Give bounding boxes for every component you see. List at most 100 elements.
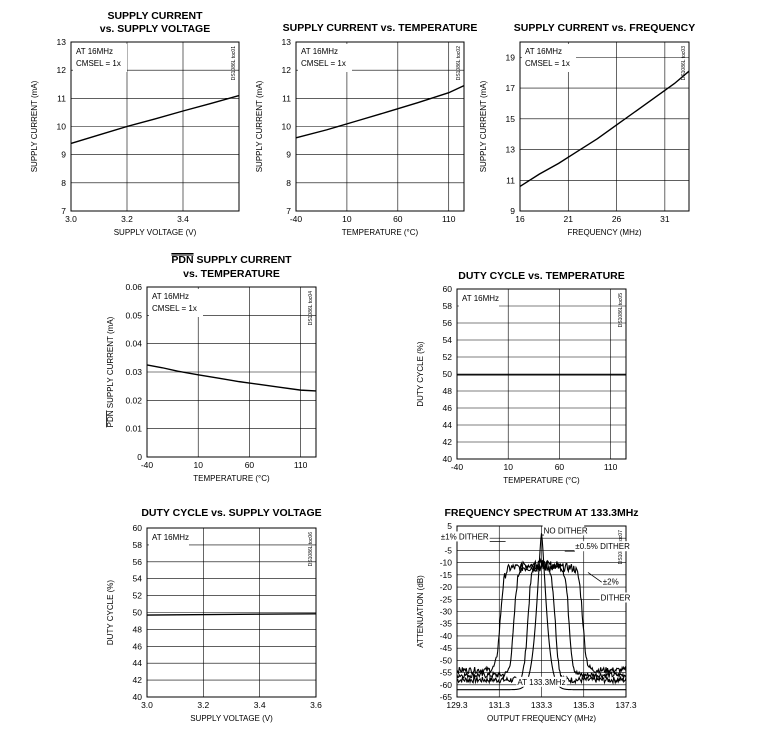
- y-tick-label: 44: [443, 420, 453, 430]
- x-axis-label: OUTPUT FREQUENCY (MHz): [487, 714, 596, 723]
- chart-title: vs. SUPPLY VOLTAGE: [100, 23, 210, 35]
- y-tick-label: 10: [57, 122, 67, 132]
- series-line: [295, 85, 465, 139]
- x-tick-label: 133.3: [531, 700, 553, 710]
- y-tick-label: 0.02: [125, 395, 142, 405]
- y-tick-label: -65: [440, 692, 453, 702]
- x-tick-label: 110: [294, 460, 308, 470]
- chart-title: SUPPLY CURRENT: [107, 10, 203, 22]
- y-tick-label: 11: [506, 175, 515, 185]
- chart-title: DUTY CYCLE vs. TEMPERATURE: [458, 270, 624, 282]
- chart-frequency-spectrum: FREQUENCY SPECTRUM AT 133.3MHz50-5-10-15…: [416, 507, 639, 723]
- y-tick-label: 0.01: [125, 424, 142, 434]
- y-tick-label: 12: [57, 65, 67, 75]
- y-axis-label: SUPPLY CURRENT (mA): [255, 80, 264, 172]
- y-axis-label: SUPPLY CURRENT (mA): [30, 80, 39, 172]
- series-line: [146, 613, 317, 616]
- x-tick-label: 3.0: [141, 700, 153, 710]
- y-tick-label: 13: [506, 145, 516, 155]
- x-tick-label: 60: [555, 462, 565, 472]
- chart-title: vs. TEMPERATURE: [183, 268, 280, 280]
- x-tick-label: 10: [193, 460, 203, 470]
- y-tick-label: 58: [443, 301, 453, 311]
- y-axis-label: ATTENUATION (dB): [416, 575, 425, 648]
- y-tick-label: 48: [443, 386, 453, 396]
- series-line: [70, 94, 240, 145]
- spectrum-annotation: ±2%: [603, 578, 619, 587]
- y-axis-label-text: SUPPLY CURRENT (mA): [30, 80, 39, 172]
- chart-code: DS1086L toc06: [308, 532, 314, 567]
- y-axis-label: DUTY CYCLE (%): [416, 341, 425, 407]
- chart-code: DS1086L toc01: [231, 46, 237, 81]
- plot-frame: [519, 41, 690, 212]
- chart-title-line: SUPPLY CURRENT: [194, 254, 293, 266]
- y-tick-label: -25: [440, 594, 453, 604]
- y-tick-label: 40: [443, 454, 453, 464]
- chart-title: FREQUENCY SPECTRUM AT 133.3MHz: [444, 507, 638, 519]
- y-axis-label-overline: PDN: [106, 410, 115, 427]
- y-tick-label: 7: [61, 206, 66, 216]
- x-tick-label: 135.3: [573, 700, 595, 710]
- y-tick-label: -60: [440, 680, 453, 690]
- y-tick-label: 0.05: [125, 310, 142, 320]
- chart-pdn-supply-current-vs-temperature: PDN SUPPLY CURRENT vs. TEMPERATURE 0 0.01 0.…: [106, 254, 317, 483]
- y-tick-label: 46: [133, 641, 143, 651]
- x-tick-label: 26: [612, 214, 622, 224]
- y-tick-label: -40: [440, 631, 453, 641]
- y-tick-label: -5: [444, 545, 452, 555]
- y-tick-label: -10: [440, 558, 453, 568]
- y-tick-label: 60: [133, 523, 143, 533]
- annotation-leader: [587, 572, 602, 583]
- x-tick-label: 3.4: [254, 700, 266, 710]
- series-line: [519, 70, 690, 188]
- chart-title: SUPPLY CURRENT vs. TEMPERATURE: [283, 22, 478, 34]
- x-tick-label: 110: [442, 214, 456, 224]
- x-tick-label: 3.6: [310, 700, 322, 710]
- chart-note: AT 16MHz: [152, 533, 189, 542]
- x-axis-label: TEMPERATURE (°C): [342, 228, 419, 237]
- y-tick-label: 54: [443, 335, 453, 345]
- y-tick-label: 8: [286, 178, 291, 188]
- chart-code: DS1086L toc04: [308, 291, 314, 326]
- y-tick-label: 10: [282, 122, 292, 132]
- chart-code: DS1086L toc03: [681, 46, 687, 81]
- note-box: [459, 291, 499, 307]
- y-tick-label: 0.04: [125, 339, 142, 349]
- note-box: [149, 530, 189, 546]
- y-tick-label: 50: [443, 369, 453, 379]
- chart-note: AT 16MHz: [301, 47, 338, 56]
- y-axis-label: DUTY CYCLE (%): [106, 580, 115, 646]
- plot-frame: [146, 286, 317, 458]
- x-tick-label: 60: [393, 214, 403, 224]
- note-box: [149, 289, 203, 317]
- y-axis-label-text: ATTENUATION (dB): [416, 575, 425, 648]
- x-tick-label: 3.2: [121, 214, 133, 224]
- y-tick-label: 9: [61, 150, 66, 160]
- y-tick-label: 42: [443, 437, 453, 447]
- chart-supply-current-vs-temperature: SUPPLY CURRENT vs. TEMPERATURE 7 8 9 10 11 12 1…: [255, 22, 477, 237]
- y-tick-label: -30: [440, 607, 453, 617]
- y-tick-label: -50: [440, 655, 453, 665]
- spectrum-annotation: ±1% DITHER: [441, 532, 489, 541]
- y-tick-label: 56: [443, 318, 453, 328]
- y-tick-label: 12: [282, 65, 292, 75]
- chart-title: DUTY CYCLE vs. SUPPLY VOLTAGE: [141, 507, 321, 519]
- y-tick-label: 9: [286, 150, 291, 160]
- y-tick-label: 56: [133, 557, 143, 567]
- annotation-bg: [574, 541, 630, 552]
- note-box: [298, 44, 352, 72]
- chart-title: PDN SUPPLY CURRENT: [171, 254, 292, 266]
- x-tick-label: 3.2: [197, 700, 209, 710]
- plot-frame: [456, 288, 627, 460]
- y-tick-label: 13: [57, 37, 67, 47]
- y-tick-label: 15: [506, 114, 516, 124]
- plot-frame: [70, 41, 240, 212]
- y-axis-label-text: DUTY CYCLE (%): [416, 341, 425, 407]
- x-tick-label: 137.3: [615, 700, 637, 710]
- y-tick-label: 5: [447, 521, 452, 531]
- chart-note: AT 16MHz: [462, 294, 499, 303]
- y-tick-label: -35: [440, 619, 453, 629]
- x-tick-label: 60: [245, 460, 255, 470]
- spectrum-annotation: AT 133.3MHz: [517, 678, 565, 687]
